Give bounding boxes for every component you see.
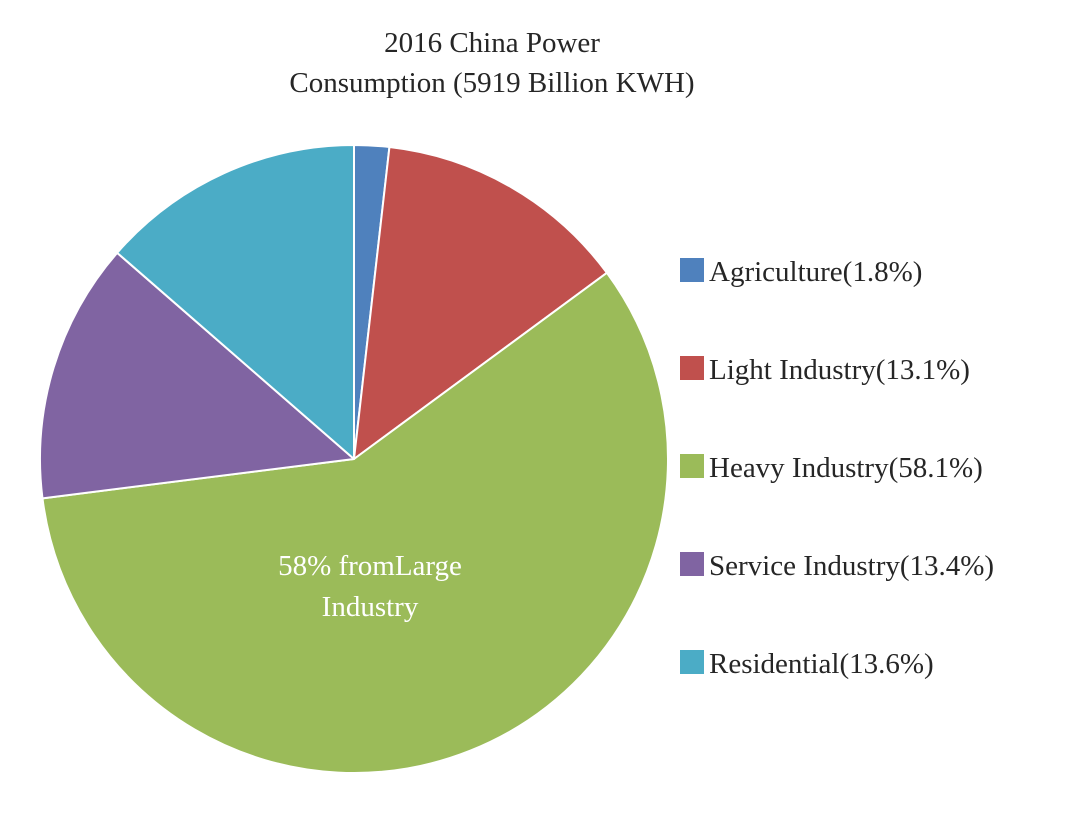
slice-annotation: 58% fromLarge Industry <box>278 550 462 623</box>
legend-item-0: Agriculture(1.8%) <box>680 256 922 288</box>
legend-item-1: Light Industry(13.1%) <box>680 354 970 386</box>
legend-label-4: Residential(13.6%) <box>709 648 934 680</box>
legend-label-0: Agriculture(1.8%) <box>709 256 922 288</box>
pie-slice-2 <box>41 271 669 774</box>
legend-label-1: Light Industry(13.1%) <box>709 354 970 386</box>
pie-slice-4 <box>116 144 355 460</box>
legend-swatch-3 <box>680 552 704 576</box>
legend-label-2: Heavy Industry(58.1%) <box>709 452 983 484</box>
legend-item-3: Service Industry(13.4%) <box>680 550 994 582</box>
legend-swatch-0 <box>680 258 704 282</box>
pie-slice-1 <box>353 146 608 460</box>
annotation-line-1: 58% fromLarge <box>278 550 462 582</box>
chart-title-line-1: 2016 China Power <box>384 27 600 59</box>
legend-label-3: Service Industry(13.4%) <box>709 550 994 582</box>
legend: Agriculture(1.8%) Light Industry(13.1%) He… <box>680 256 994 680</box>
legend-item-2: Heavy Industry(58.1%) <box>680 452 983 484</box>
pie-slices <box>39 144 669 774</box>
chart-title: 2016 China Power Consumption (5919 Billi… <box>289 27 694 99</box>
legend-swatch-1 <box>680 356 704 380</box>
pie-slice-3 <box>39 251 355 500</box>
annotation-line-2: Industry <box>322 591 419 623</box>
legend-swatch-2 <box>680 454 704 478</box>
legend-swatch-4 <box>680 650 704 674</box>
chart-title-line-2: Consumption (5919 Billion KWH) <box>289 67 694 99</box>
legend-item-4: Residential(13.6%) <box>680 648 934 680</box>
